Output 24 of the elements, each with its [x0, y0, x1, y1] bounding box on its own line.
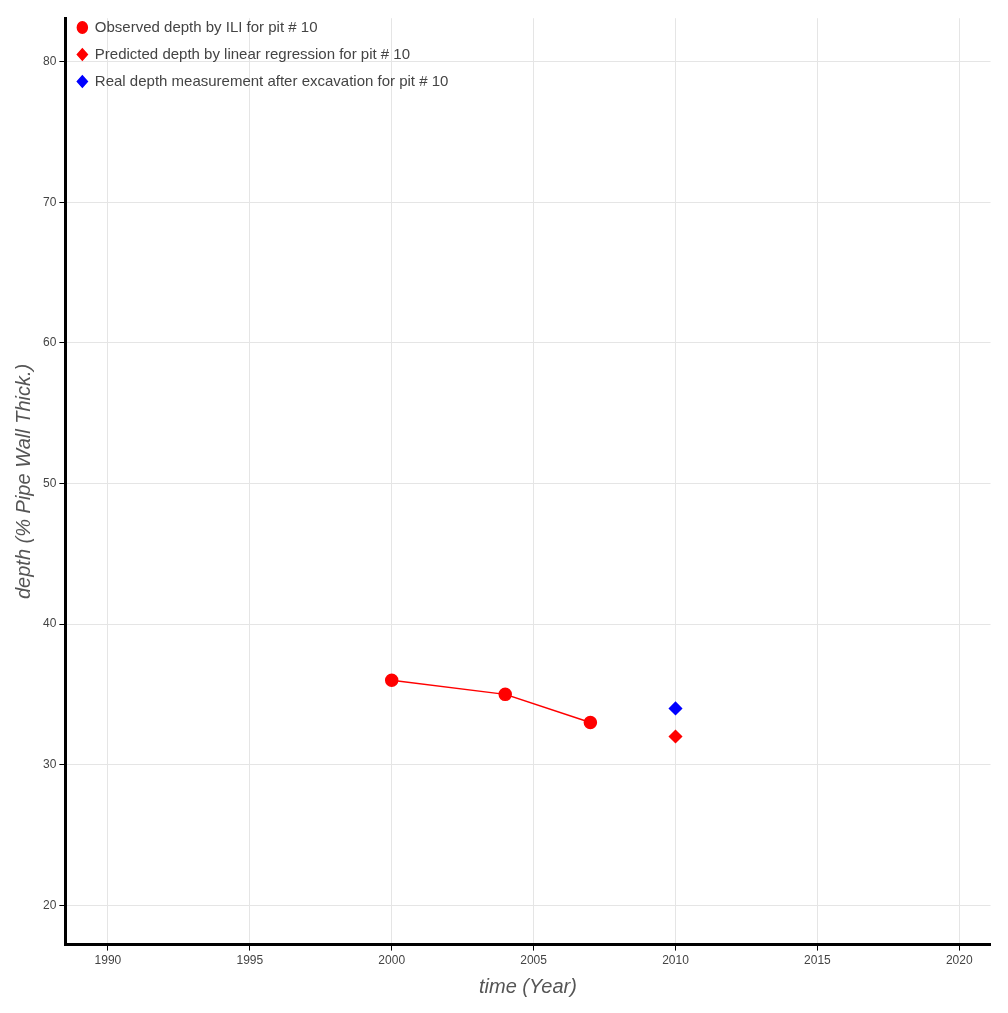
y-tick-label: 60: [42, 335, 57, 350]
point: [668, 701, 683, 716]
x-tick-label: 2015: [804, 953, 832, 968]
y-tick-label: 50: [42, 475, 57, 490]
y-tick-label: 40: [42, 616, 57, 631]
y-tick-label: 70: [42, 194, 57, 209]
legend-label: Real depth measurement after excavation for pit # 10: [94, 71, 449, 89]
x-tick-label: 1990: [94, 953, 122, 968]
point: [583, 715, 598, 730]
y-tick-label: 20: [42, 897, 57, 912]
y-axis-title: depth (% Pipe Wall Thick.): [11, 363, 34, 600]
x-tick-label: 2020: [945, 953, 973, 968]
x-tick-label: 2010: [662, 953, 690, 968]
legend-label: Predicted depth by linear regression for pit # 10: [94, 44, 411, 62]
x-tick-label: 2005: [520, 953, 548, 968]
y-tick-label: 80: [42, 54, 57, 69]
point: [668, 729, 683, 744]
point: [498, 687, 512, 702]
x-tick-label: 2000: [378, 953, 406, 968]
x-tick-label: 1995: [236, 953, 264, 968]
legend-label: Observed depth by ILI for pit # 10: [94, 17, 318, 35]
point: [384, 673, 399, 688]
x-axis-title: time (Year): [479, 974, 577, 997]
y-tick-label: 30: [42, 756, 57, 771]
